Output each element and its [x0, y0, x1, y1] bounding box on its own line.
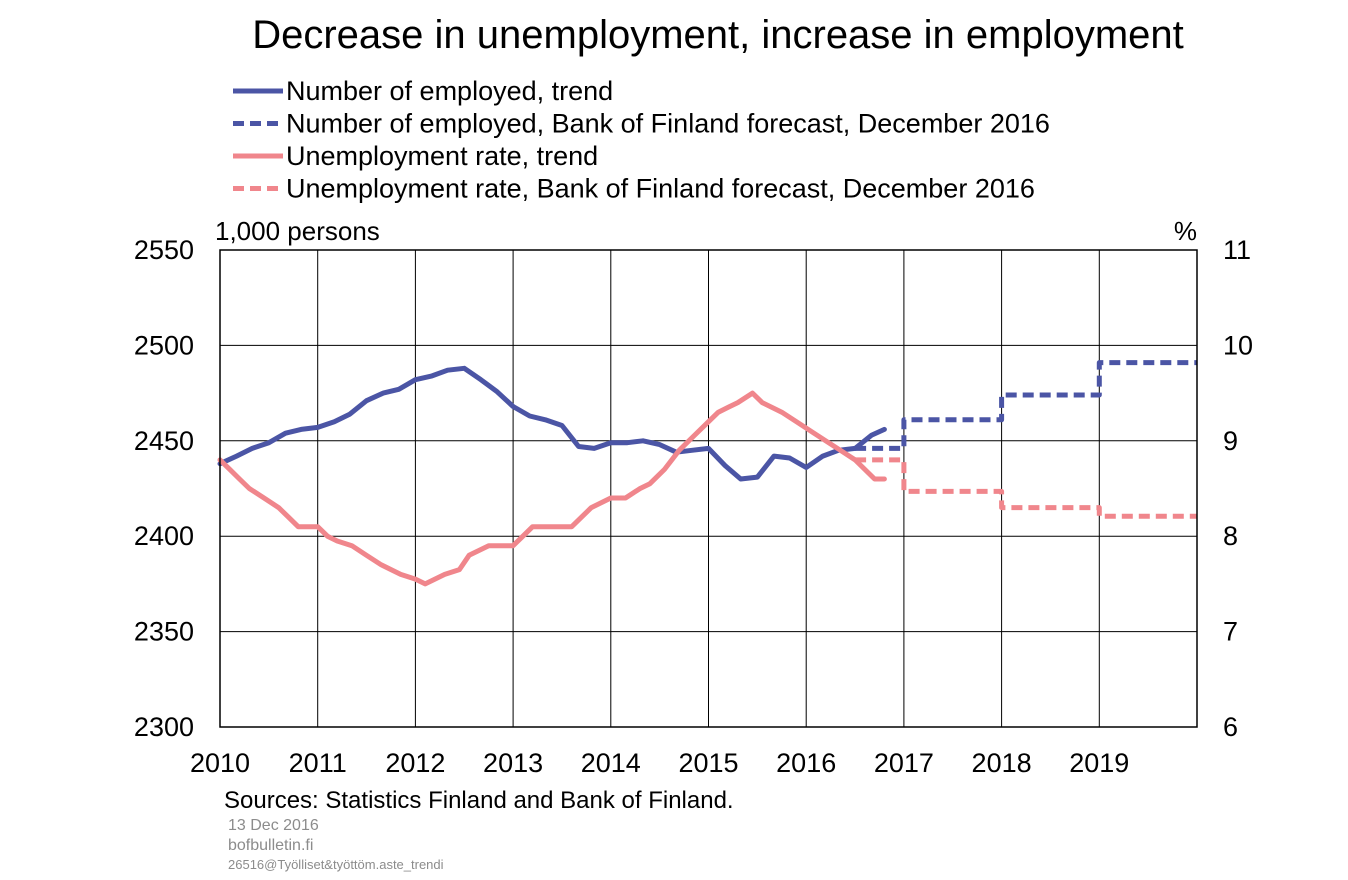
- series-line-unemployment-rate-bank-of-finland-forecast-december-2016: [855, 457, 1197, 519]
- x-tick-label: 2017: [874, 748, 934, 778]
- x-tick-label: 2019: [1069, 748, 1129, 778]
- chart-title: Decrease in unemployment, increase in em…: [252, 13, 1184, 57]
- x-tick-label: 2012: [385, 748, 445, 778]
- y-left-tick-label: 2300: [134, 712, 194, 742]
- legend-label: Unemployment rate, trend: [286, 141, 598, 171]
- grid: [219, 249, 1197, 728]
- x-tick-label: 2013: [483, 748, 543, 778]
- y-right-tick-label: 10: [1223, 330, 1253, 360]
- site-label: bofbulletin.fi: [228, 837, 314, 854]
- y-left-tick-label: 2550: [134, 235, 194, 265]
- y-right-tick-label: 7: [1223, 617, 1238, 647]
- y-left-tick-label: 2500: [134, 330, 194, 360]
- y-left-tick-label: 2400: [134, 521, 194, 551]
- date-label: 13 Dec 2016: [228, 817, 319, 834]
- y-right-tick-label: 9: [1223, 426, 1238, 456]
- tick-labels: 2010 2011 2012 2013 2014 2015 2016 2017 2018 2019…: [134, 235, 1253, 778]
- y-right-tick-label: 8: [1223, 521, 1238, 551]
- x-tick-label: 2016: [776, 748, 836, 778]
- series-line-number-of-employed-trend: [217, 365, 887, 482]
- y-left-unit: 1,000 persons: [215, 216, 380, 246]
- x-tick-label: 2015: [678, 748, 738, 778]
- series-line-number-of-employed-bank-of-finland-forecast-december-2016: [855, 360, 1197, 451]
- y-left-tick-label: 2350: [134, 617, 194, 647]
- x-tick-label: 2011: [289, 748, 347, 778]
- y-right-tick-label: 6: [1223, 712, 1238, 742]
- x-tick-label: 2010: [190, 748, 250, 778]
- series-line-unemployment-rate-trend: [217, 390, 887, 587]
- file-id-label: 26516@Työlliset&työttöm.aste_trendi: [228, 857, 444, 872]
- y-left-tick-label: 2450: [134, 426, 194, 456]
- x-tick-label: 2018: [972, 748, 1032, 778]
- y-right-unit: %: [1174, 216, 1197, 246]
- legend-label: Number of employed, Bank of Finland fore…: [286, 109, 1050, 139]
- y-right-tick-label: 11: [1223, 235, 1251, 265]
- sources-note: Sources: Statistics Finland and Bank of …: [224, 787, 734, 814]
- plot-frame: [219, 249, 1198, 728]
- legend-label: Unemployment rate, Bank of Finland forec…: [286, 174, 1035, 204]
- legend-label: Number of employed, trend: [286, 76, 613, 106]
- x-tick-label: 2014: [581, 748, 641, 778]
- series-layer: [217, 360, 1197, 587]
